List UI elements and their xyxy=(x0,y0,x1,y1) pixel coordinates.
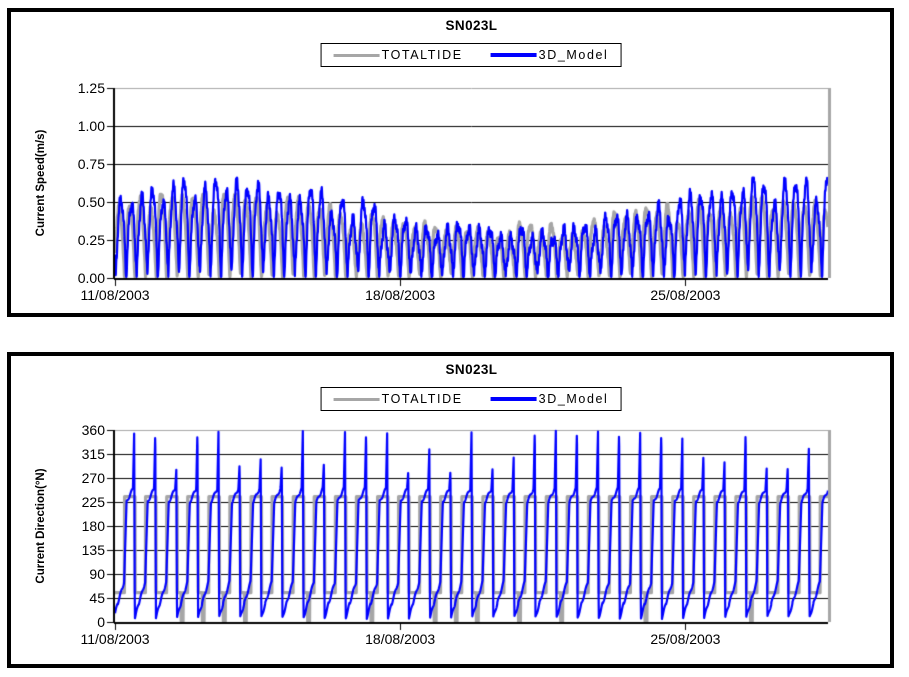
current-speed-chart: SN023L TOTALTIDE 3D_Model Current Speed(… xyxy=(7,8,894,317)
y-tick-label: 270 xyxy=(81,470,105,486)
x-tick-label: 18/08/2003 xyxy=(365,631,436,647)
y-tick-label: 0 xyxy=(97,614,105,630)
y-tick-label: 135 xyxy=(81,542,105,558)
y-tick-label: 1.25 xyxy=(77,80,105,96)
legend-label-model: 3D_Model xyxy=(538,48,609,62)
y-axis-label: Current Speed(m/s) xyxy=(35,129,47,237)
x-tick-label: 11/08/2003 xyxy=(80,287,150,303)
totaltide-line-swatch xyxy=(333,53,380,57)
legend-label-totaltide: TOTALTIDE xyxy=(381,48,463,62)
legend-label-totaltide: TOTALTIDE xyxy=(381,392,463,406)
chart-title: SN023L xyxy=(445,18,498,33)
x-tick-label: 25/08/2003 xyxy=(650,631,721,647)
model-line-swatch xyxy=(490,397,537,401)
y-axis-label: Current Direction(°N) xyxy=(35,468,47,584)
totaltide-line-swatch xyxy=(333,397,380,401)
x-tick-label: 11/08/2003 xyxy=(80,631,150,647)
legend-label-model: 3D_Model xyxy=(538,392,609,406)
y-tick-label: 180 xyxy=(81,518,105,534)
legend: TOTALTIDE 3D_Model xyxy=(320,43,622,67)
y-tick-label: 0.50 xyxy=(77,194,105,210)
y-tick-label: 90 xyxy=(89,566,105,582)
y-tick-label: 360 xyxy=(81,422,105,438)
y-tick-label: 45 xyxy=(89,590,105,606)
model-line-swatch xyxy=(490,53,537,57)
x-tick-label: 25/08/2003 xyxy=(650,287,721,303)
y-tick-label: 0.00 xyxy=(77,270,105,286)
x-tick-label: 18/08/2003 xyxy=(365,287,436,303)
legend: TOTALTIDE 3D_Model xyxy=(320,387,622,411)
y-tick-label: 1.00 xyxy=(77,118,105,134)
current-direction-chart: SN023L TOTALTIDE 3D_Model Current Direct… xyxy=(7,352,894,668)
y-tick-label: 225 xyxy=(81,494,105,510)
y-tick-label: 315 xyxy=(81,446,105,462)
y-tick-label: 0.75 xyxy=(77,156,105,172)
y-tick-label: 0.25 xyxy=(77,232,105,248)
chart-title: SN023L xyxy=(445,362,498,377)
